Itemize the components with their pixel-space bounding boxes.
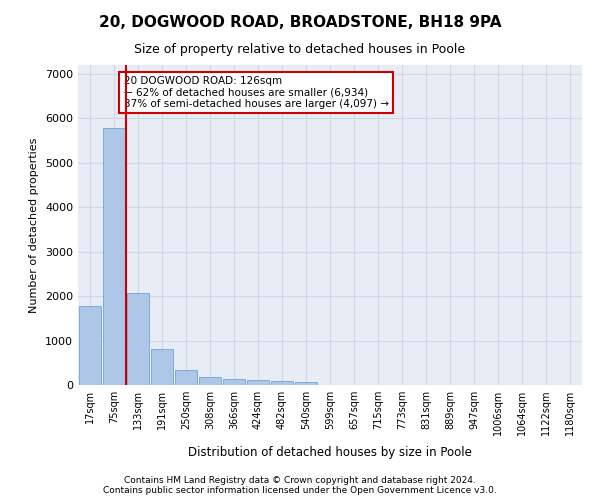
Bar [223,379,245,385]
Bar [175,370,197,385]
Bar [79,306,101,385]
Bar [151,348,173,385]
Text: 20, DOGWOOD ROAD, BROADSTONE, BH18 9PA: 20, DOGWOOD ROAD, BROADSTONE, BH18 9PA [99,15,501,30]
X-axis label: Distribution of detached houses by size in Poole: Distribution of detached houses by size … [188,446,472,460]
Bar [295,382,317,385]
Bar [127,294,149,385]
Bar [199,376,221,385]
Bar [271,380,293,385]
Text: Contains HM Land Registry data © Crown copyright and database right 2024.
Contai: Contains HM Land Registry data © Crown c… [103,476,497,495]
Text: Size of property relative to detached houses in Poole: Size of property relative to detached ho… [134,42,466,56]
Text: 20 DOGWOOD ROAD: 126sqm
← 62% of detached houses are smaller (6,934)
37% of semi: 20 DOGWOOD ROAD: 126sqm ← 62% of detache… [124,76,389,110]
Bar [247,380,269,385]
Y-axis label: Number of detached properties: Number of detached properties [29,138,40,312]
Bar [103,128,125,385]
